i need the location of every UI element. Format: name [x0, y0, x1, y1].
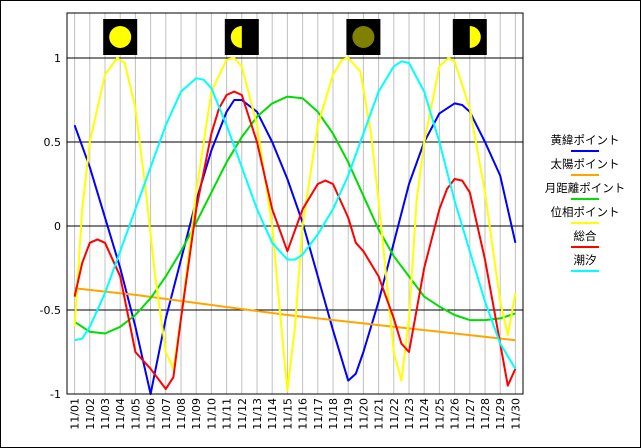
x-tick-label: 11/06 — [145, 398, 158, 430]
x-tick-label: 11/15 — [281, 398, 294, 430]
y-axis-ticks: 1 0.5 0 -0.5 -1 — [40, 52, 61, 401]
x-tick-label: 11/13 — [251, 398, 264, 430]
x-tick-label: 11/16 — [297, 398, 310, 430]
series-line — [73, 90, 517, 390]
x-tick-label: 11/01 — [69, 398, 82, 430]
x-tick-label: 11/20 — [357, 398, 370, 430]
plot-border — [66, 12, 524, 395]
new-moon-icon — [346, 19, 381, 55]
x-tick-label: 11/29 — [494, 398, 507, 430]
x-tick-label: 11/14 — [266, 398, 279, 430]
x-tick-label: 11/03 — [99, 398, 112, 430]
legend-label: 太陽ポイント — [551, 157, 620, 171]
legend-label: 月距離ポイント — [545, 181, 626, 195]
last-quarter-icon — [224, 19, 259, 55]
x-tick-label: 11/19 — [342, 398, 355, 430]
legend-label: 黄緯ポイント — [551, 133, 620, 147]
x-tick-label: 11/02 — [84, 398, 97, 430]
y-tick-label: -1 — [50, 388, 61, 401]
x-tick-label: 11/26 — [449, 398, 462, 430]
y-tick-label: -0.5 — [40, 304, 61, 317]
x-tick-label: 11/25 — [433, 398, 446, 430]
y-tick-label: 1 — [54, 52, 61, 65]
full-moon-icon — [103, 19, 138, 55]
x-tick-label: 11/08 — [175, 398, 188, 430]
legend-label: 位相ポイント — [551, 205, 620, 219]
x-tick-label: 11/17 — [312, 398, 325, 430]
x-tick-label: 11/21 — [373, 398, 386, 430]
series-line — [73, 57, 517, 392]
x-axis-ticks: 11/01 11/02 11/03 11/04 11/05 11/06 11/07 11/08… — [69, 398, 523, 430]
x-tick-label: 11/24 — [418, 398, 431, 430]
series-line — [74, 287, 516, 342]
x-tick-label: 11/12 — [236, 398, 249, 430]
first-quarter-icon — [452, 19, 487, 55]
y-tick-label: 0 — [54, 220, 61, 233]
x-tick-label: 11/07 — [160, 398, 173, 430]
legend-label: 潮汐 — [574, 253, 597, 267]
x-tick-label: 11/27 — [464, 398, 477, 430]
x-tick-label: 11/10 — [205, 398, 218, 430]
x-tick-label: 11/11 — [221, 398, 234, 430]
x-tick-label: 11/04 — [114, 398, 127, 430]
moon-phase-icons — [103, 19, 487, 55]
x-tick-label: 11/18 — [327, 398, 340, 430]
x-tick-label: 11/30 — [509, 398, 522, 430]
series-lines — [73, 57, 517, 395]
x-tick-label: 11/23 — [403, 398, 416, 430]
legend-label: 総合 — [574, 229, 597, 243]
y-tick-label: 0.5 — [44, 136, 62, 149]
series-line — [74, 95, 516, 335]
x-tick-label: 11/09 — [190, 398, 203, 430]
x-tick-label: 11/22 — [388, 398, 401, 430]
series-line — [74, 60, 517, 370]
x-tick-label: 11/05 — [129, 398, 142, 430]
x-tick-label: 11/28 — [479, 398, 492, 430]
